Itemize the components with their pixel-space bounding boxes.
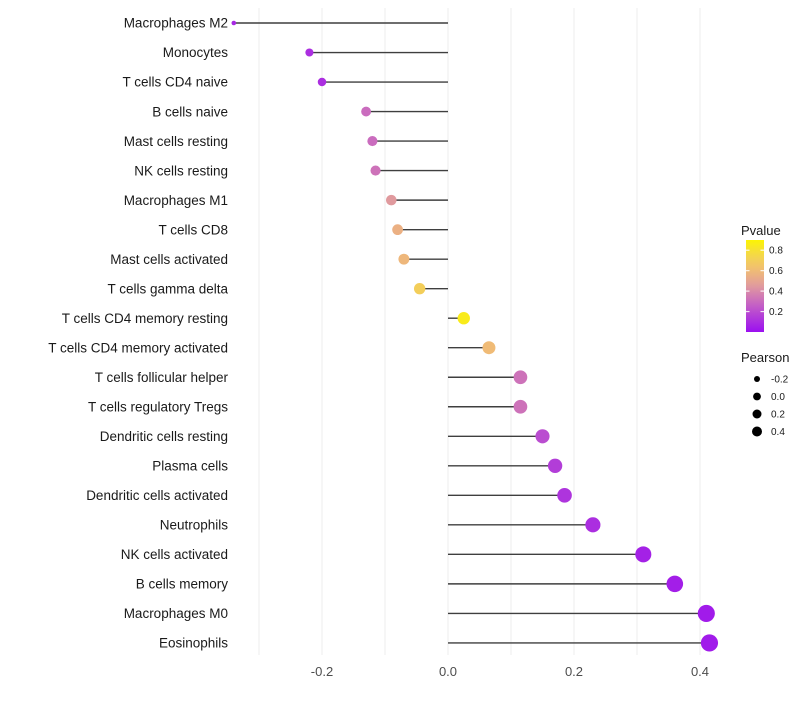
lollipop-dot bbox=[413, 283, 426, 295]
panel-grid bbox=[258, 8, 701, 655]
y-axis-label: NK cells resting bbox=[134, 163, 228, 178]
lollipop-dot bbox=[305, 48, 314, 57]
row-3: B cells naive bbox=[152, 104, 448, 119]
colorbar-tick-label: 0.8 bbox=[769, 246, 783, 257]
y-axis-label: T cells follicular helper bbox=[95, 370, 229, 385]
row-16: Dendritic cells activated bbox=[86, 488, 572, 503]
colorbar-tick-label: 0.2 bbox=[769, 307, 783, 318]
y-axis-label: Mast cells activated bbox=[110, 252, 228, 267]
x-tick-label: 0.4 bbox=[691, 664, 709, 679]
pvalue-colorbar bbox=[746, 240, 764, 332]
x-tick-label: -0.2 bbox=[311, 664, 333, 679]
row-21: Eosinophils bbox=[159, 634, 719, 652]
y-axis-label: Macrophages M1 bbox=[124, 193, 228, 208]
lollipop-dot bbox=[361, 106, 372, 117]
lollipop-dot bbox=[666, 575, 684, 593]
row-20: Macrophages M0 bbox=[124, 604, 715, 622]
row-11: T cells CD4 memory activated bbox=[48, 340, 496, 355]
legend-size-label: 0.2 bbox=[771, 410, 785, 421]
row-10: T cells CD4 memory resting bbox=[62, 311, 470, 326]
lollipop-dot bbox=[513, 370, 528, 385]
row-12: T cells follicular helper bbox=[95, 370, 528, 385]
y-axis-label: T cells CD4 memory resting bbox=[62, 311, 228, 326]
legend-size-label: 0.4 bbox=[771, 427, 785, 438]
legend-pearson-title: Pearson bbox=[741, 350, 789, 365]
legend-size-dot bbox=[754, 376, 760, 382]
row-13: T cells regulatory Tregs bbox=[88, 399, 528, 414]
lollipop-dot bbox=[482, 341, 496, 355]
colorbar-tick-label: 0.4 bbox=[769, 287, 783, 298]
legend-size-label: 0.0 bbox=[771, 392, 785, 403]
y-axis-label: NK cells activated bbox=[121, 547, 228, 562]
lollipop-dot bbox=[370, 165, 381, 176]
y-axis-label: T cells regulatory Tregs bbox=[88, 399, 228, 414]
row-1: Monocytes bbox=[163, 45, 448, 60]
y-axis-label: Dendritic cells resting bbox=[100, 429, 228, 444]
row-6: Macrophages M1 bbox=[124, 193, 448, 208]
y-axis-label: B cells naive bbox=[152, 104, 228, 119]
legend-size-dot bbox=[753, 392, 761, 401]
row-5: NK cells resting bbox=[134, 163, 448, 178]
row-14: Dendritic cells resting bbox=[100, 429, 550, 444]
lollipop-dot bbox=[635, 546, 652, 563]
rows: Macrophages M2 Monocytes T cells CD4 naive… bbox=[48, 16, 719, 652]
y-axis-label: Monocytes bbox=[163, 45, 229, 60]
row-9: T cells gamma delta bbox=[107, 281, 448, 296]
lollipop-dot bbox=[386, 194, 397, 206]
row-18: NK cells activated bbox=[121, 546, 652, 563]
legend-size-label: -0.2 bbox=[771, 375, 789, 386]
row-17: Neutrophils bbox=[160, 517, 601, 533]
y-axis-label: T cells CD8 bbox=[158, 222, 228, 237]
y-axis-label: Macrophages M0 bbox=[124, 606, 228, 621]
x-tick-label: 0.2 bbox=[565, 664, 583, 679]
y-axis-label: Neutrophils bbox=[160, 518, 229, 533]
legend-size-dot bbox=[752, 409, 762, 419]
row-19: B cells memory bbox=[136, 575, 684, 593]
row-7: T cells CD8 bbox=[158, 222, 448, 237]
y-axis-label: T cells CD4 memory activated bbox=[48, 340, 228, 355]
legend-pearson: Pearson -0.2 0.0 0.2 0.4 bbox=[741, 350, 789, 438]
lollipop-dot bbox=[535, 429, 550, 444]
x-axis: -0.2 0.0 0.2 0.4 bbox=[311, 664, 709, 679]
colorbar-tick-label: 0.6 bbox=[769, 266, 783, 277]
lollipop-dot bbox=[700, 634, 719, 652]
y-axis-label: Macrophages M2 bbox=[124, 16, 228, 31]
y-axis-label: Dendritic cells activated bbox=[86, 488, 228, 503]
lollipop-dot bbox=[513, 399, 528, 414]
y-axis-label: T cells CD4 naive bbox=[122, 75, 228, 90]
row-15: Plasma cells bbox=[152, 458, 563, 474]
row-8: Mast cells activated bbox=[110, 252, 448, 267]
y-axis-label: B cells memory bbox=[136, 577, 229, 592]
x-tick-label: 0.0 bbox=[439, 664, 457, 679]
lollipop-dot bbox=[697, 604, 715, 622]
legend-pvalue: Pvalue 0.8 0.6 0.4 0.2 bbox=[741, 223, 783, 332]
row-2: T cells CD4 naive bbox=[122, 75, 448, 90]
legend-pvalue-title: Pvalue bbox=[741, 223, 781, 238]
row-4: Mast cells resting bbox=[124, 134, 448, 149]
y-axis-label: Plasma cells bbox=[152, 459, 228, 474]
lollipop-dot bbox=[557, 488, 572, 503]
lollipop-dot bbox=[547, 458, 563, 473]
lollipop-dot bbox=[317, 77, 327, 87]
legend-size-dot bbox=[752, 426, 762, 437]
lollipop-dot bbox=[392, 224, 403, 236]
lollipop-dot bbox=[367, 136, 378, 147]
row-0: Macrophages M2 bbox=[124, 16, 448, 31]
y-axis-label: Eosinophils bbox=[159, 636, 228, 651]
y-axis-label: Mast cells resting bbox=[124, 134, 228, 149]
lollipop-dot bbox=[398, 253, 410, 265]
lollipop-dot bbox=[585, 517, 601, 533]
lollipop-dot bbox=[231, 20, 237, 26]
lollipop-dot bbox=[457, 312, 470, 325]
y-axis-label: T cells gamma delta bbox=[107, 281, 228, 296]
